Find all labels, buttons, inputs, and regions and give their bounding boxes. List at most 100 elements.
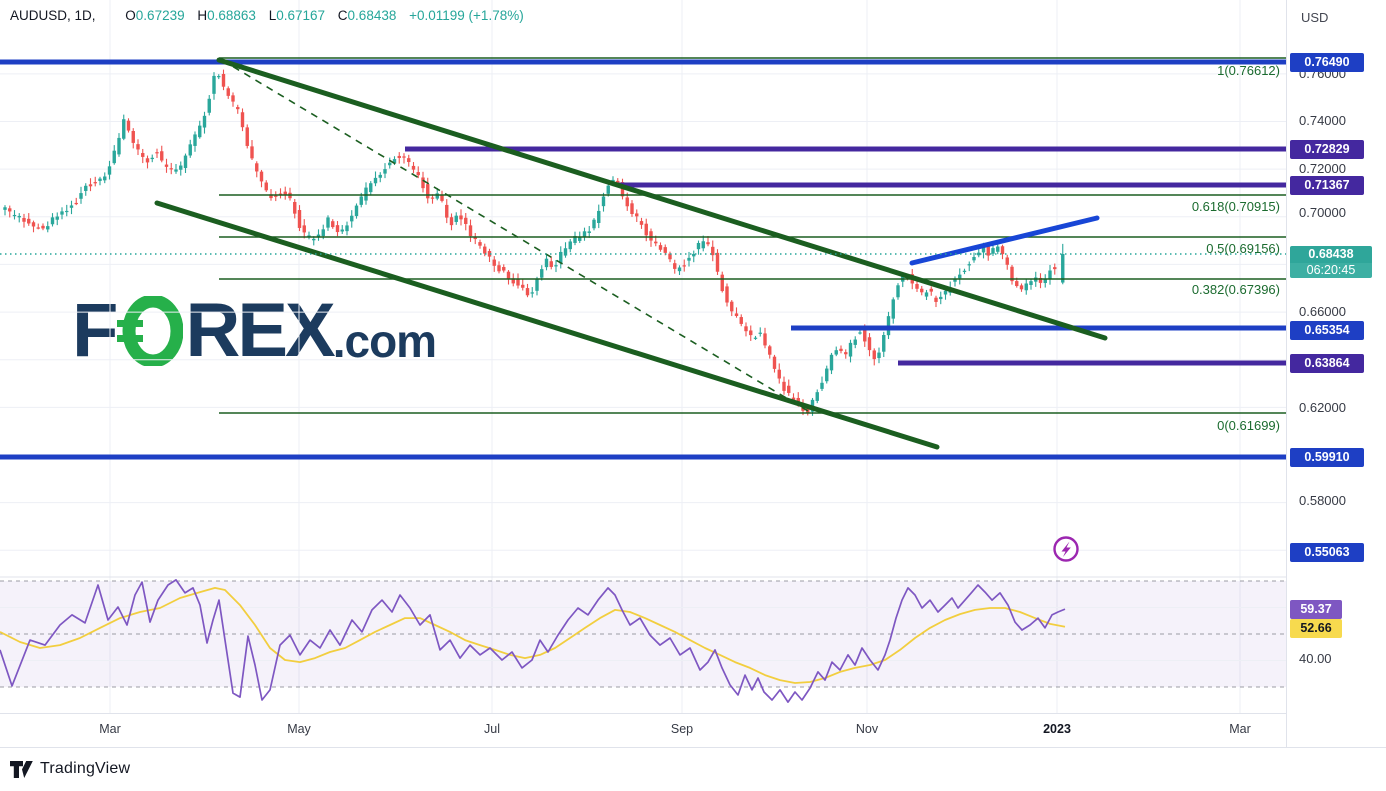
channel-upper-trendline[interactable]	[216, 57, 1108, 341]
candle-body	[820, 382, 824, 389]
time-label-May: May	[287, 722, 311, 736]
candle-body	[65, 210, 69, 213]
candle-body	[103, 176, 107, 181]
candle-body	[46, 226, 50, 230]
symbol-title[interactable]: AUDUSD, 1D,	[10, 8, 96, 23]
candle-body	[188, 144, 192, 156]
candle-body	[587, 231, 591, 233]
time-label-Mar: Mar	[99, 722, 121, 736]
candle-body	[307, 235, 311, 237]
candle-body	[364, 187, 368, 201]
candle-body	[620, 182, 625, 197]
event-lightning-icon[interactable]	[1053, 536, 1079, 562]
candle-body	[198, 125, 202, 138]
candle-body	[217, 76, 221, 78]
candle-body	[839, 348, 843, 351]
axis-label-0.66000: 0.66000	[1299, 304, 1346, 319]
rising-resistance-trendline[interactable]	[909, 215, 1100, 266]
channel-lower-trendline[interactable]	[154, 200, 940, 450]
forex-com-watermark: F REX .com	[72, 288, 437, 376]
candle-body	[891, 299, 895, 319]
watermark-letter-f: F	[72, 288, 118, 373]
current-price-value: 0.68438	[1290, 246, 1372, 263]
rsi-ma-line	[0, 587, 1066, 684]
candle-body	[687, 257, 691, 261]
candle-body	[464, 217, 468, 224]
candlestick-series[interactable]	[3, 69, 1065, 416]
rsi-band	[0, 580, 1286, 688]
candle-body	[283, 191, 287, 195]
candle-body	[977, 252, 981, 256]
candle-body	[601, 196, 606, 207]
candle-body	[692, 253, 696, 257]
candle-body	[88, 184, 93, 187]
candle-body	[278, 193, 283, 195]
price-badge-0.72829: 0.72829	[1290, 139, 1364, 159]
horizontal-levels[interactable]	[0, 59, 1286, 460]
candle-body	[758, 332, 762, 334]
candle-body	[160, 151, 164, 161]
candle-body	[1061, 254, 1065, 283]
candle-body	[478, 242, 482, 246]
candle-body	[369, 183, 373, 193]
candle-body	[953, 279, 957, 282]
tradingview-logo[interactable]: TradingView	[10, 760, 130, 778]
fib-base-trendline[interactable]	[221, 59, 809, 412]
candle-body	[706, 242, 710, 245]
candle-body	[136, 144, 140, 150]
candle-body	[293, 201, 297, 214]
candle-body	[445, 204, 449, 218]
candle-body	[502, 267, 506, 271]
watermark-dot-com: .com	[332, 315, 437, 367]
candle-body	[924, 292, 929, 297]
candle-body	[79, 193, 83, 199]
candle-body	[663, 247, 667, 253]
candle-body	[169, 168, 173, 170]
candle-body	[240, 112, 245, 128]
candle-body	[753, 337, 758, 339]
candle-body	[825, 368, 829, 382]
candle-body	[915, 284, 919, 289]
candle-body	[986, 246, 990, 256]
price-badge-52.66: 52.66	[1290, 618, 1342, 638]
candle-body	[682, 265, 686, 267]
candle-body	[483, 246, 487, 254]
candle-body	[50, 217, 55, 225]
rsi-indicator[interactable]	[0, 579, 1066, 703]
price-axis[interactable]: USD 0.76000 0.74000 0.72000 0.70000 0.66000 0…	[1286, 0, 1386, 747]
candle-body	[597, 210, 601, 223]
candle-body	[768, 346, 772, 355]
candle-body	[416, 172, 420, 176]
change-value: +0.01199 (+1.78%)	[409, 8, 524, 23]
candle-body	[84, 185, 88, 191]
candle-body	[844, 352, 848, 355]
candle-body	[573, 235, 577, 243]
price-badge-59.37: 59.37	[1290, 599, 1342, 619]
candle-body	[920, 288, 924, 293]
candle-body	[411, 165, 416, 170]
candle-body	[744, 326, 748, 332]
chart-canvas[interactable]	[0, 0, 1286, 747]
candle-body	[606, 185, 610, 194]
candle-body	[22, 217, 26, 222]
forex-o-glyph-icon	[117, 294, 184, 376]
candle-body	[929, 288, 933, 292]
candle-body	[335, 225, 340, 233]
close-value: 0.68438	[347, 8, 397, 23]
candle-body	[221, 73, 226, 87]
candle-body	[730, 301, 734, 312]
candle-body	[150, 157, 154, 160]
trendlines[interactable]	[154, 57, 1108, 450]
candle-body	[644, 223, 648, 236]
candle-body	[1038, 277, 1043, 283]
candle-body	[853, 339, 857, 345]
axis-label-40.00: 40.00	[1299, 651, 1332, 666]
candle-body	[630, 203, 634, 215]
candle-body	[848, 342, 853, 357]
candle-body	[98, 178, 102, 181]
candle-body	[202, 115, 207, 128]
high-value: 0.68863	[207, 8, 256, 23]
open-value: 0.67239	[135, 8, 185, 23]
candle-body	[815, 392, 819, 401]
candle-body	[882, 335, 886, 352]
